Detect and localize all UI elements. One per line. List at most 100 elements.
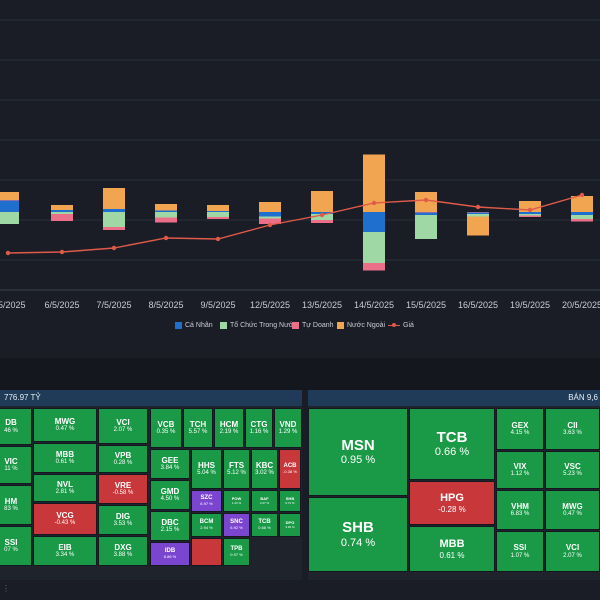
heatmap-left-tile-symbol: BAF xyxy=(260,495,269,501)
price-point xyxy=(371,200,377,206)
heatmap-left-tile-symbol: DIG xyxy=(115,511,131,521)
legend-item-nuoc-ngoai[interactable]: Nước Ngoài xyxy=(337,322,385,329)
footer-strip: ⋮ xyxy=(0,580,600,600)
heatmap-right-tile[interactable]: MBB 0.61 % xyxy=(409,526,495,572)
heatmap-left-tile[interactable]: EIB 3.34 % xyxy=(33,536,97,566)
heatmap-right-tile[interactable]: TCB 0.66 % xyxy=(409,408,495,480)
heatmap-right-tile[interactable]: CII 3.63 % xyxy=(545,408,600,450)
bar-nuoc_ngoai xyxy=(259,202,281,212)
price-point xyxy=(215,236,221,242)
heatmap-right-tile-change: 6.83 % xyxy=(510,511,530,517)
heatmap-left-tile-change: 0.47 % xyxy=(55,426,75,432)
heatmap-left-tile[interactable]: HHS 5.04 % xyxy=(191,449,222,489)
heatmap-right-tile[interactable]: SHB 0.74 % xyxy=(308,497,408,572)
heatmap-left-tile[interactable]: TPB 0.97 % xyxy=(223,538,250,566)
heatmap-left-tile[interactable]: VPB 0.28 % xyxy=(98,445,148,473)
heatmap-right-tile[interactable]: VIX 1.12 % xyxy=(496,451,544,489)
legend-swatch-tu-doanh xyxy=(292,322,299,329)
heatmap-left-tile[interactable]: SSI 07 % xyxy=(0,526,32,566)
bar-to_chuc xyxy=(51,212,73,214)
heatmap-left-tile[interactable]: DB 46 % xyxy=(0,408,32,445)
heatmap-left-tile[interactable]: CTG 1.16 % xyxy=(245,408,273,448)
heatmap-left-tile[interactable]: IDB 6.86 % xyxy=(150,542,190,566)
heatmap-left-tile[interactable]: MBB 0.61 % xyxy=(33,443,97,473)
legend-item-to-chuc[interactable]: Tổ Chức Trong Nước xyxy=(220,322,297,329)
price-point xyxy=(111,245,117,251)
heatmap-left-tile-change: 2.81 % xyxy=(55,489,75,495)
legend-item-ca-nhan[interactable]: Cá Nhân xyxy=(175,322,213,329)
heatmap-left-tile-symbol: TCB xyxy=(258,519,271,526)
bar-tu_doanh xyxy=(51,214,73,221)
heatmap-left-tile-symbol: SNC xyxy=(230,519,243,526)
heatmap-left-tile-symbol: VCB xyxy=(157,419,175,429)
heatmap-left-tile[interactable]: ACB -0.38 % xyxy=(279,449,301,489)
bar-tu_doanh xyxy=(467,212,489,213)
heatmap-left-tile[interactable]: FTS 5.12 % xyxy=(223,449,250,489)
heatmap-left-tile[interactable]: DXG 3.88 % xyxy=(98,536,148,566)
legend-label-gia: Giá xyxy=(403,322,414,329)
heatmap-right-tile[interactable]: VCI 2.07 % xyxy=(545,531,600,572)
heatmap-left-tile[interactable]: VCG -0.43 % xyxy=(33,503,97,535)
heatmap-right-tile-change: 0.95 % xyxy=(340,454,376,467)
price-point xyxy=(59,249,65,255)
bar-tu_doanh xyxy=(103,227,125,230)
heatmap-right-tile[interactable]: HPG -0.28 % xyxy=(409,481,495,525)
heatmap-right-tile[interactable]: SSI 1.07 % xyxy=(496,531,544,572)
heatmap-left-tile[interactable]: TCH 5.57 % xyxy=(183,408,213,448)
heatmap-left-tile[interactable]: HCM 2.19 % xyxy=(214,408,244,448)
heatmap-left-tile[interactable]: MWG 0.47 % xyxy=(33,408,97,442)
price-point xyxy=(527,207,533,213)
heatmap-left-tile-change: 2.19 % xyxy=(219,429,239,435)
heatmap-left-tile-change: 3.84 % xyxy=(160,465,180,471)
heatmap-left-tile[interactable]: DPG 3.92 % xyxy=(279,513,301,537)
heatmap-left-tile-symbol: GEE xyxy=(161,455,179,465)
legend-item-gia[interactable]: Giá xyxy=(388,322,414,329)
heatmap-right-tile[interactable]: VHM 6.83 % xyxy=(496,490,544,530)
heatmap-left-tile-change: 6.97 % xyxy=(200,501,213,507)
heatmap-left-tile[interactable]: VCI 2.07 % xyxy=(98,408,148,444)
heatmap-left-tile[interactable]: DIG 3.53 % xyxy=(98,505,148,535)
heatmap-left-tile-change: 0.61 % xyxy=(55,459,75,465)
bar-nuoc_ngoai xyxy=(467,216,489,236)
heatmap-left-tile[interactable]: SNC 6.92 % xyxy=(223,513,250,537)
heatmap-right-tile-symbol: HPG xyxy=(440,491,464,504)
heatmap-left-tile[interactable]: GMD 4.50 % xyxy=(150,480,190,510)
heatmap-left-tile[interactable]: SHB 0.74 % xyxy=(279,490,301,512)
heatmap-left-tile[interactable]: VRE -0.58 % xyxy=(98,474,148,504)
bar-to_chuc xyxy=(259,216,281,219)
heatmap-left-tile[interactable]: DBC 2.15 % xyxy=(150,511,190,541)
legend-label-nuoc-ngoai: Nước Ngoài xyxy=(347,322,386,329)
heatmap-right-tile[interactable]: MWG 0.47 % xyxy=(545,490,600,530)
heatmap-left-tile[interactable]: GEE 3.84 % xyxy=(150,449,190,479)
heatmap-left-tile[interactable]: BCM 2.94 % xyxy=(191,513,222,537)
heatmap-left-tile-change: 07 % xyxy=(4,547,18,553)
bar-nuoc_ngoai xyxy=(519,201,541,212)
heatmap-left-tile[interactable]: TCB 0.66 % xyxy=(251,513,278,537)
heatmap-left-tile[interactable]: BAF 4.27 % xyxy=(251,490,278,512)
bar-ca_nhan xyxy=(519,212,541,214)
heatmap-left-tile-symbol: DXG xyxy=(114,542,132,552)
heatmap-right-tile[interactable]: MSN 0.95 % xyxy=(308,408,408,496)
heatmap-left-tile-symbol: SHB xyxy=(285,495,295,501)
heatmap-right-tile[interactable]: GEX 4.15 % xyxy=(496,408,544,450)
heatmap-left-tile[interactable]: NVL 2.81 % xyxy=(33,474,97,502)
heatmap-left-tile[interactable]: SZC 6.97 % xyxy=(191,490,222,512)
heatmap-left-tile[interactable]: VIC 11 % xyxy=(0,446,32,484)
heatmap-left-tile[interactable] xyxy=(191,538,222,566)
heatmap-right-tile-symbol: MWG xyxy=(562,501,583,511)
heatmap-right-tile-symbol: SHB xyxy=(342,519,374,537)
heatmap-right-tile-symbol: VIX xyxy=(513,461,527,471)
heatmap-left-tile[interactable]: POW 1.23 % xyxy=(223,490,250,512)
x-tick-label: 7/5/2025 xyxy=(96,300,131,310)
x-tick-label: 6/5/2025 xyxy=(44,300,79,310)
heatmap-left-tile[interactable]: KBC 3.02 % xyxy=(251,449,278,489)
heatmap-right-tile[interactable]: VSC 5.23 % xyxy=(545,451,600,489)
heatmap-left-tile[interactable]: HM 83 % xyxy=(0,485,32,525)
heatmap-left-tile[interactable]: VCB 0.35 % xyxy=(150,408,182,448)
x-tick-label: 12/5/2025 xyxy=(250,300,290,310)
heatmap-right-tile-symbol: VSC xyxy=(564,461,581,471)
legend-item-tu-doanh[interactable]: Tự Doanh xyxy=(292,322,334,329)
heatmap-left-tile[interactable]: VND 1.29 % xyxy=(274,408,302,448)
heatmap-left-tile-symbol: NVL xyxy=(57,479,73,489)
bar-nuoc_ngoai xyxy=(571,196,593,212)
